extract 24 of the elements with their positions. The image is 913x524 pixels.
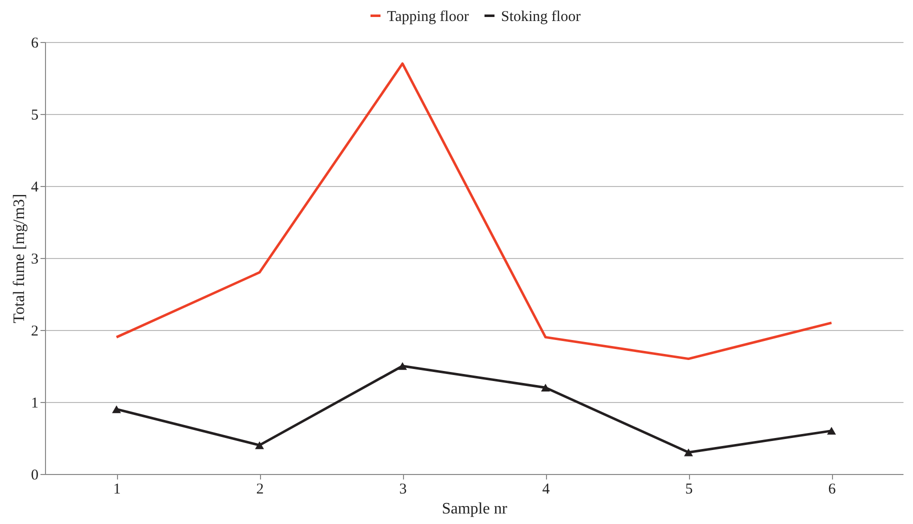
y-tick-label: 4 (31, 180, 39, 196)
point (684, 448, 693, 456)
x-tick-label: 6 (828, 482, 836, 498)
legend-label: Stoking floor (501, 8, 581, 25)
y-axis-title: Total fume [mg/m3] (11, 194, 28, 324)
y-tick-label: 6 (31, 36, 39, 52)
y-tick-label: 3 (31, 252, 38, 268)
point (112, 405, 121, 414)
point (398, 362, 407, 370)
x-tick-label: 4 (542, 482, 550, 498)
line-series (115, 62, 833, 360)
y-tick-label: 1 (31, 396, 38, 412)
y-tick-label: 0 (31, 468, 38, 484)
point (541, 384, 550, 392)
y-tick-label: 5 (31, 108, 38, 124)
y-tick-label: 2 (31, 324, 38, 340)
x-tick-label: 3 (399, 482, 407, 498)
x-tick-label: 5 (685, 482, 693, 498)
point (827, 426, 836, 435)
point (255, 441, 264, 450)
x-axis-title: Sample nr (442, 500, 508, 518)
x-tick-label: 1 (113, 482, 121, 498)
legend-label: Tapping floor (387, 8, 469, 25)
x-tick-label: 2 (256, 482, 264, 498)
